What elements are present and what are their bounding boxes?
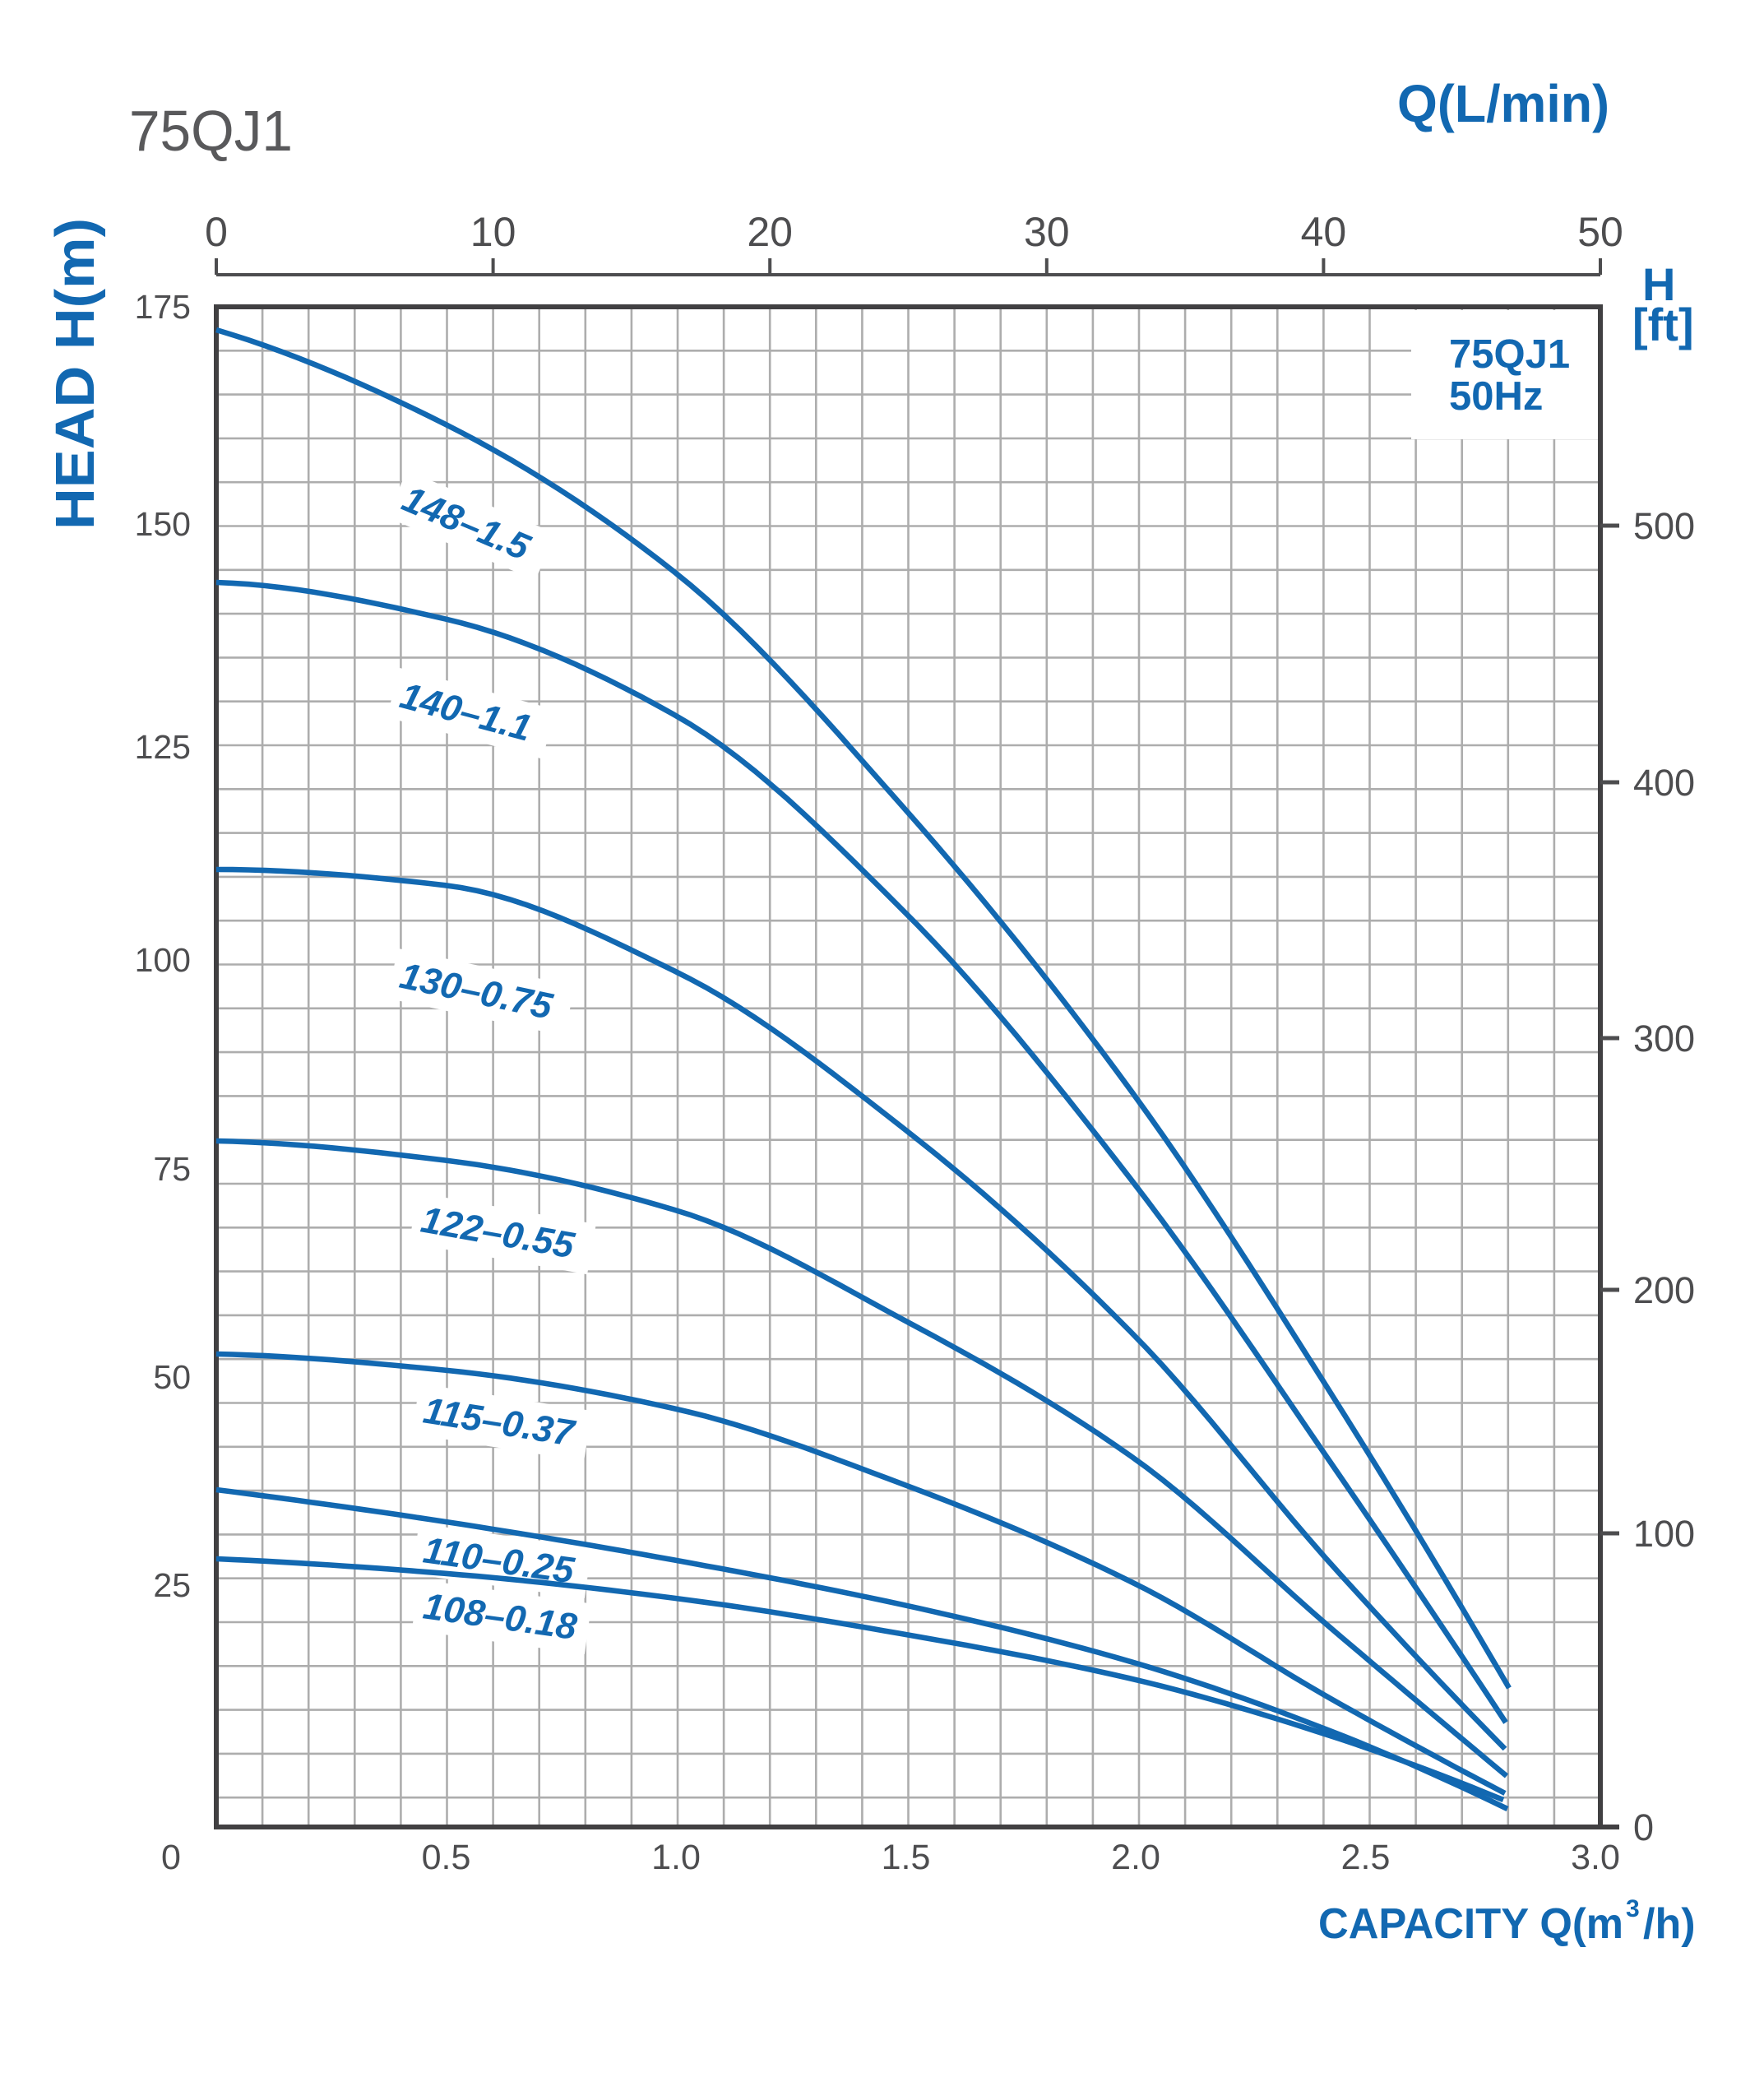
svg-text:100: 100 [135, 941, 191, 979]
svg-text:75QJ1: 75QJ1 [129, 99, 293, 163]
svg-text:H: H [1642, 258, 1675, 310]
svg-text:0: 0 [161, 1838, 181, 1877]
svg-text:20: 20 [747, 209, 793, 255]
svg-text:Q(L/min): Q(L/min) [1397, 74, 1609, 133]
svg-text:2.0: 2.0 [1111, 1838, 1160, 1877]
svg-text:300: 300 [1633, 1018, 1695, 1060]
svg-text:40: 40 [1301, 209, 1347, 255]
svg-text:2.5: 2.5 [1341, 1838, 1391, 1877]
svg-text:0: 0 [1633, 1806, 1654, 1848]
svg-text:150: 150 [135, 505, 191, 543]
svg-text:25: 25 [153, 1566, 191, 1604]
svg-text:0.5: 0.5 [422, 1838, 471, 1877]
svg-text:400: 400 [1633, 762, 1695, 804]
svg-text:50: 50 [1577, 209, 1623, 255]
svg-text:75QJ1: 75QJ1 [1449, 332, 1570, 377]
svg-text:50Hz: 50Hz [1449, 374, 1543, 419]
svg-text:CAPACITY Q(m: CAPACITY Q(m [1318, 1900, 1623, 1948]
svg-text:0: 0 [205, 209, 228, 255]
svg-text:125: 125 [135, 728, 191, 766]
svg-text:50: 50 [153, 1358, 191, 1396]
svg-text:HEAD H(m): HEAD H(m) [44, 218, 106, 530]
svg-text:200: 200 [1633, 1269, 1695, 1311]
svg-text:75: 75 [153, 1150, 191, 1188]
svg-text:[ft]: [ft] [1632, 299, 1694, 350]
svg-text:/h): /h) [1643, 1900, 1696, 1948]
svg-text:3: 3 [1626, 1895, 1640, 1922]
svg-text:30: 30 [1024, 209, 1070, 255]
svg-text:100: 100 [1633, 1513, 1695, 1555]
svg-text:1.5: 1.5 [882, 1838, 931, 1877]
svg-text:1.0: 1.0 [651, 1838, 701, 1877]
svg-text:500: 500 [1633, 505, 1695, 547]
svg-text:175: 175 [135, 288, 191, 326]
svg-text:3.0: 3.0 [1571, 1838, 1620, 1877]
svg-text:10: 10 [470, 209, 516, 255]
